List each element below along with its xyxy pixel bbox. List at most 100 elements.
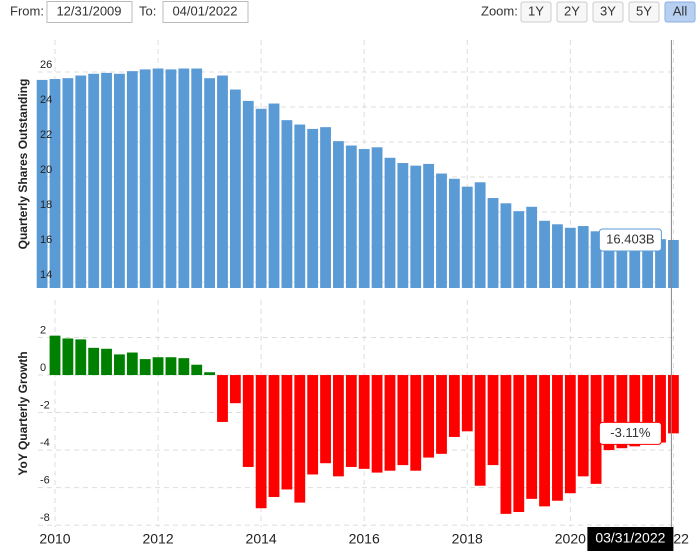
- zoom-button-label[interactable]: All: [673, 3, 688, 18]
- bar: [539, 375, 550, 507]
- from-label: From:: [10, 3, 44, 18]
- tooltip-label: 16.403B: [606, 231, 654, 246]
- bar: [139, 69, 151, 289]
- bar: [229, 375, 241, 404]
- bar: [75, 75, 87, 288]
- bar: [75, 339, 87, 376]
- bar: [397, 375, 409, 466]
- bar: [513, 375, 525, 512]
- bar: [62, 78, 74, 289]
- from-value[interactable]: 12/31/2009: [56, 3, 121, 18]
- bar: [487, 198, 499, 288]
- bar: [191, 364, 203, 376]
- bar: [345, 375, 357, 467]
- bar: [152, 357, 164, 376]
- from-input[interactable]: [46, 1, 133, 23]
- bar: [552, 224, 563, 288]
- bar: [49, 79, 61, 288]
- bar: [152, 68, 164, 288]
- x-tick-label: 2010: [39, 531, 70, 547]
- zoom-button[interactable]: [664, 1, 696, 23]
- bar: [371, 375, 383, 473]
- y-tick-label: 22: [40, 129, 52, 141]
- y-axis-title: YoY Quarterly Growth: [16, 351, 30, 475]
- bar: [577, 226, 589, 288]
- bar: [358, 375, 370, 469]
- zoom-button[interactable]: [592, 1, 624, 23]
- bar: [603, 233, 615, 288]
- bar: [88, 347, 100, 376]
- to-input[interactable]: [162, 1, 249, 23]
- x-tick-label: 2012: [142, 531, 173, 547]
- x-tick-label: 2018: [452, 531, 483, 547]
- zoom-button[interactable]: [520, 1, 552, 23]
- bar: [165, 357, 177, 376]
- bar: [436, 173, 447, 288]
- bar: [242, 100, 254, 288]
- zoom-button-label[interactable]: 1Y: [528, 3, 544, 18]
- zoom-label: Zoom:: [481, 3, 518, 18]
- bar: [307, 128, 319, 288]
- bar: [564, 227, 576, 288]
- bar: [268, 103, 280, 288]
- bar: [539, 220, 550, 288]
- bar: [165, 69, 177, 289]
- bar: [229, 89, 241, 288]
- y-tick-label: 2: [40, 324, 46, 336]
- y-tick-label: -4: [40, 437, 50, 449]
- bar: [423, 375, 435, 458]
- bar: [655, 239, 666, 288]
- bar: [603, 375, 615, 451]
- bar: [500, 203, 512, 288]
- zoom-button-label[interactable]: 3Y: [600, 3, 616, 18]
- zoom-button[interactable]: [556, 1, 588, 23]
- bar: [423, 163, 435, 288]
- bar: [62, 338, 74, 376]
- bar: [513, 211, 525, 288]
- bar: [371, 147, 383, 288]
- bar: [307, 375, 319, 475]
- bar: [552, 375, 563, 501]
- bar: [217, 375, 228, 422]
- bar: [500, 375, 512, 514]
- y-tick-label: -8: [40, 512, 50, 524]
- y-tick-label: 20: [40, 164, 52, 176]
- bar: [255, 375, 267, 509]
- bar: [436, 375, 447, 454]
- bar: [629, 236, 641, 288]
- bar: [294, 124, 306, 288]
- bar: [616, 375, 628, 449]
- bar: [590, 375, 602, 484]
- bar: [384, 157, 396, 288]
- bar: [474, 375, 486, 486]
- tooltip-box: [598, 421, 662, 445]
- bar: [101, 72, 112, 288]
- y-tick-label: 16: [40, 234, 52, 246]
- bar: [410, 375, 422, 471]
- bar: [255, 108, 267, 288]
- y-tick-label: -2: [40, 399, 50, 411]
- to-label: To:: [139, 3, 156, 18]
- y-tick-label: 14: [40, 269, 52, 281]
- bar: [564, 375, 576, 494]
- bar: [667, 375, 679, 434]
- bar: [358, 149, 370, 288]
- zoom-button-label[interactable]: 2Y: [564, 3, 580, 18]
- bar: [526, 375, 538, 499]
- bar: [590, 231, 602, 288]
- zoom-button[interactable]: [628, 1, 660, 23]
- bar: [126, 352, 138, 376]
- bar: [487, 375, 499, 466]
- y-tick-label: -6: [40, 475, 50, 487]
- x-tick-label: 2020: [555, 531, 586, 547]
- bar: [333, 375, 344, 477]
- bar: [474, 182, 486, 288]
- bar: [345, 145, 357, 288]
- to-value[interactable]: 04/01/2022: [172, 3, 237, 18]
- bar: [410, 165, 422, 288]
- bar: [655, 375, 666, 443]
- zoom-button-label[interactable]: 5Y: [636, 3, 652, 18]
- bar: [642, 375, 654, 445]
- bar: [36, 79, 48, 288]
